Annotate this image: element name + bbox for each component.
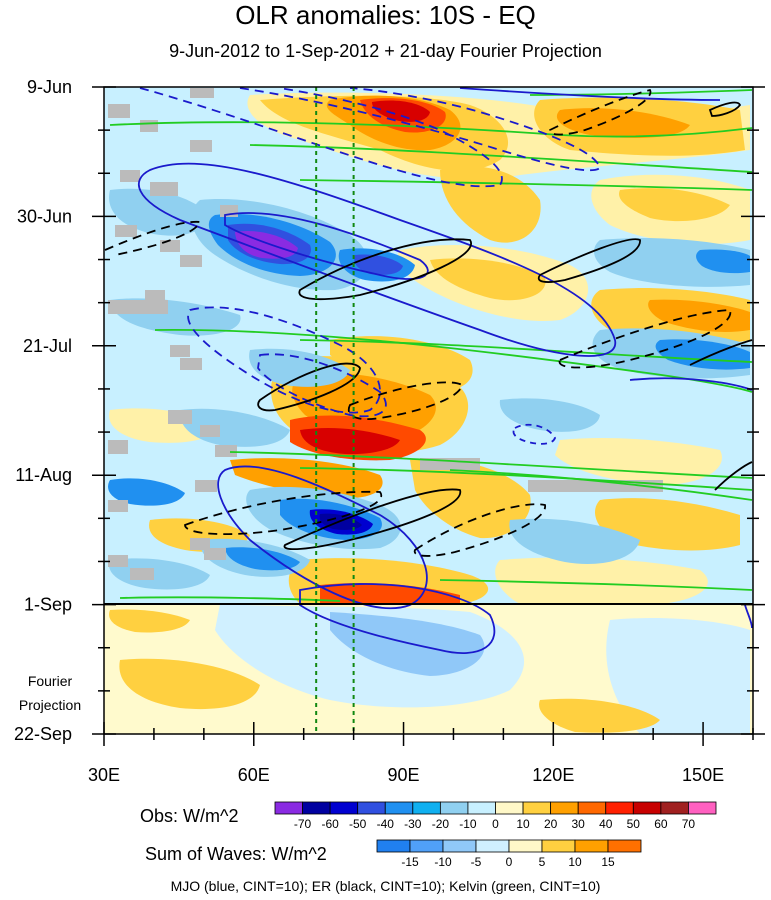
colorbar-swatch xyxy=(495,801,524,815)
colorbar-tick-label: -20 xyxy=(432,817,450,831)
colorbar-swatch xyxy=(605,801,634,815)
colorbar-swatch xyxy=(274,801,303,815)
colorbar-tick-label: 15 xyxy=(601,855,615,869)
colorbar-tick-label: 5 xyxy=(539,855,546,869)
obs-colorbar xyxy=(274,801,717,815)
colorbar-tick-label: 10 xyxy=(568,855,582,869)
obs-colorbar-label: Obs: W/m^2 xyxy=(140,806,238,826)
colorbar-tick-label: 30 xyxy=(572,817,586,831)
er-contours xyxy=(104,88,753,557)
colorbar-tick-label: -5 xyxy=(471,855,482,869)
colorbar-swatch xyxy=(607,839,642,853)
forecast-patches xyxy=(109,604,750,734)
x-tick-label: 150E xyxy=(682,765,724,785)
plot-frame xyxy=(103,86,754,735)
kelvin-contours xyxy=(109,89,753,602)
x-tick-label: 60E xyxy=(238,765,270,785)
y-tick-label: 11-Aug xyxy=(15,465,72,485)
x-axis-labels: 30E 60E 90E 120E 150E xyxy=(88,765,724,785)
chart-footer: MJO (blue, CINT=10); ER (black, CINT=10)… xyxy=(170,878,601,894)
y-tick-label: 21-Jul xyxy=(23,336,72,356)
heatmap-field xyxy=(104,87,753,734)
y-tick-label: 22-Sep xyxy=(14,724,72,744)
forecast-label: Fourier Projection xyxy=(19,673,81,713)
colorbar-swatch xyxy=(409,839,444,853)
colorbar-tick-label: -50 xyxy=(349,817,367,831)
sum-colorbar xyxy=(376,839,642,853)
y-axis-labels: 9-Jun 30-Jun 21-Jul 11-Aug 1-Sep 22-Sep xyxy=(14,77,72,744)
x-tick-label: 120E xyxy=(532,765,574,785)
colorbar-swatch xyxy=(660,801,689,815)
colorbar-swatch xyxy=(329,801,359,815)
colorbar-swatch xyxy=(412,801,441,815)
y-tick-label: 9-Jun xyxy=(27,77,72,97)
colorbar-tick-label: -30 xyxy=(404,817,422,831)
x-tick-label: 90E xyxy=(388,765,420,785)
colorbar-swatch xyxy=(541,839,576,853)
colorbar-swatch xyxy=(632,801,662,815)
colorbar-swatch xyxy=(384,801,414,815)
colorbar-swatch xyxy=(302,801,331,815)
sum-colorbar-tick-labels: -15 -10 -5 0 5 10 15 xyxy=(401,855,615,869)
x-tick-label: 30E xyxy=(88,765,120,785)
colorbar-tick-label: 20 xyxy=(544,817,558,831)
colorbar-swatch xyxy=(577,801,607,815)
colorbar-tick-label: 0 xyxy=(492,817,499,831)
colorbar-swatch xyxy=(574,839,609,853)
colorbar-tick-label: -70 xyxy=(294,817,312,831)
colorbar-tick-label: 10 xyxy=(516,817,530,831)
colorbar-swatch xyxy=(442,839,477,853)
chart-title: OLR anomalies: 10S - EQ xyxy=(235,0,536,30)
forecast-label-line2: Projection xyxy=(19,697,81,713)
colorbar-swatch xyxy=(475,839,510,853)
colorbar-tick-label: -10 xyxy=(434,855,452,869)
colorbar-swatch xyxy=(550,801,579,815)
missing-data-cells xyxy=(108,88,663,580)
forecast-label-line1: Fourier xyxy=(28,673,73,689)
colorbar-tick-label: 70 xyxy=(682,817,696,831)
y-tick-label: 1-Sep xyxy=(24,595,72,615)
obs-colorbar-tick-labels: -70 -60 -50 -40 -30 -20 -10 0 10 20 30 40 50 60 70 xyxy=(294,817,696,831)
colorbar-tick-label: 50 xyxy=(627,817,641,831)
colorbar-swatch xyxy=(467,801,496,815)
colorbar-tick-label: -10 xyxy=(459,817,477,831)
colorbar-tick-label: 40 xyxy=(599,817,613,831)
colorbar-tick-label: 60 xyxy=(654,817,668,831)
colorbar-tick-label: -40 xyxy=(377,817,395,831)
colorbar-swatch xyxy=(688,801,717,815)
colorbar-tick-label: 0 xyxy=(506,855,513,869)
colorbar-tick-label: -60 xyxy=(321,817,339,831)
y-tick-label: 30-Jun xyxy=(17,206,72,226)
colorbar-swatch xyxy=(508,839,543,853)
chart-subtitle: 9-Jun-2012 to 1-Sep-2012 + 21-day Fourie… xyxy=(169,41,602,61)
axis-ticks xyxy=(92,86,765,746)
sum-colorbar-label: Sum of Waves: W/m^2 xyxy=(145,844,327,864)
colorbar-swatch xyxy=(376,839,411,853)
colorbar-tick-label: -15 xyxy=(401,855,419,869)
colorbar-swatch xyxy=(522,801,552,815)
colorbar-swatch xyxy=(357,801,386,815)
colorbar-swatch xyxy=(439,801,469,815)
